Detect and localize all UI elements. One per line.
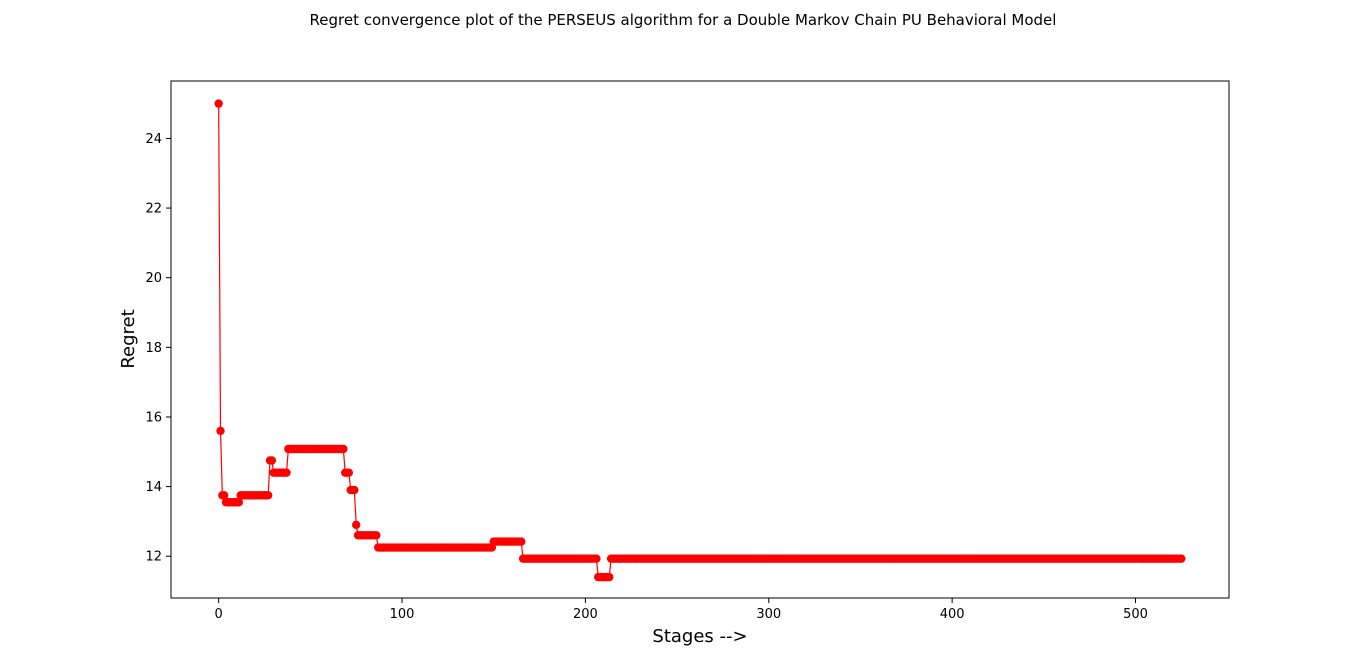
y-tick-label: 24 <box>145 132 162 147</box>
x-tick-label: 0 <box>215 607 223 622</box>
data-point <box>605 572 614 582</box>
plot-frame <box>170 80 1230 599</box>
data-point <box>372 531 381 540</box>
y-tick-label: 20 <box>145 271 162 286</box>
data-point <box>214 99 223 108</box>
y-tick-label: 18 <box>145 341 162 356</box>
y-tick-label: 16 <box>145 410 162 425</box>
y-tick-label: 14 <box>145 480 162 495</box>
data-point <box>592 554 601 563</box>
y-tick-label: 12 <box>145 550 162 565</box>
data-point <box>216 426 225 436</box>
data-point <box>234 498 244 507</box>
data-layer <box>214 99 1186 582</box>
x-tick-label: 400 <box>940 607 965 622</box>
data-point <box>263 491 273 500</box>
x-tick-label: 100 <box>390 607 415 622</box>
x-tick-label: 300 <box>756 607 781 622</box>
data-point <box>219 491 229 500</box>
x-axis-title: Stages --> <box>652 626 747 647</box>
data-point <box>517 537 526 546</box>
chart-title: Regret convergence plot of the PERSEUS a… <box>310 11 1057 29</box>
data-point <box>1177 554 1186 563</box>
data-point <box>339 444 348 454</box>
series-line <box>218 103 1182 578</box>
data-point <box>282 468 291 477</box>
y-tick-label: 22 <box>145 202 162 217</box>
data-point <box>352 520 361 530</box>
ticks-layer: 0 100 200 300 400 500 12 14 16 18 20 22 24 <box>145 132 1147 622</box>
data-point <box>267 456 277 465</box>
x-tick-label: 200 <box>573 607 598 622</box>
x-tick-label: 500 <box>1123 607 1148 622</box>
y-axis-title: Regret <box>118 309 139 368</box>
data-point <box>350 485 359 495</box>
data-point <box>344 468 354 477</box>
